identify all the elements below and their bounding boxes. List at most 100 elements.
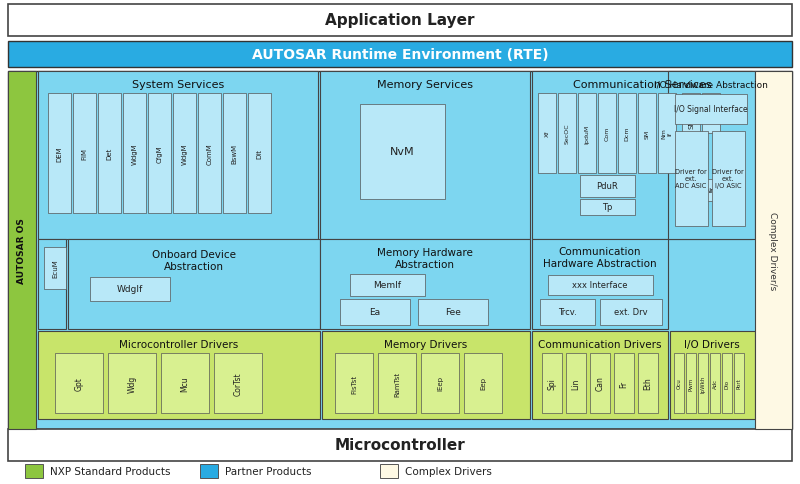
Bar bbox=[8, 72, 36, 429]
Text: MemIf: MemIf bbox=[373, 281, 401, 290]
Bar bbox=[532, 240, 668, 329]
Text: Dit: Dit bbox=[257, 149, 262, 159]
Text: AUTOSAR OS: AUTOSAR OS bbox=[18, 218, 26, 283]
Bar bbox=[248, 94, 271, 213]
Text: CorTst: CorTst bbox=[234, 371, 242, 395]
Text: SecOC: SecOC bbox=[565, 123, 570, 144]
Text: Ea: Ea bbox=[370, 308, 381, 317]
Text: Trcv.: Trcv. bbox=[558, 308, 576, 317]
Text: WdgIf: WdgIf bbox=[117, 285, 143, 294]
Bar bbox=[214, 353, 262, 413]
Text: NvM: NvM bbox=[390, 147, 414, 157]
Text: Complex Drivers: Complex Drivers bbox=[405, 466, 492, 476]
Bar bbox=[360, 105, 445, 199]
Bar bbox=[675, 95, 747, 125]
Text: Tp: Tp bbox=[602, 203, 612, 212]
Bar bbox=[38, 72, 318, 240]
Text: I/O Hardware Abstraction: I/O Hardware Abstraction bbox=[654, 80, 768, 90]
Bar bbox=[682, 94, 700, 154]
Bar bbox=[580, 199, 635, 215]
Text: Memory Drivers: Memory Drivers bbox=[384, 339, 468, 349]
Bar bbox=[638, 353, 658, 413]
Bar bbox=[335, 353, 373, 413]
Text: ComM: ComM bbox=[206, 143, 213, 165]
Bar bbox=[68, 240, 320, 329]
Text: Dcm: Dcm bbox=[625, 126, 630, 141]
Text: DEM: DEM bbox=[57, 146, 62, 162]
Text: Microcontroller Drivers: Microcontroller Drivers bbox=[119, 339, 238, 349]
Bar bbox=[532, 72, 752, 240]
Text: Driver for
ext.
ADC ASIC: Driver for ext. ADC ASIC bbox=[675, 168, 707, 189]
Text: Nm
If: Nm If bbox=[662, 128, 672, 139]
Text: IpWkh: IpWkh bbox=[701, 375, 706, 392]
Bar bbox=[320, 72, 530, 240]
Text: Gpt: Gpt bbox=[74, 376, 83, 390]
Text: IpduM: IpduM bbox=[585, 124, 590, 143]
Bar bbox=[198, 94, 221, 213]
Text: Nm: Nm bbox=[705, 188, 717, 194]
Text: Adc: Adc bbox=[713, 378, 718, 388]
Bar bbox=[548, 275, 653, 295]
Text: Port: Port bbox=[737, 378, 742, 389]
Text: Driver for
ext.
I/O ASIC: Driver for ext. I/O ASIC bbox=[712, 168, 744, 189]
Bar bbox=[320, 240, 530, 329]
Text: Det: Det bbox=[106, 148, 113, 160]
Text: Eep: Eep bbox=[480, 377, 486, 390]
Text: FlsTst: FlsTst bbox=[351, 374, 357, 393]
Bar bbox=[200, 464, 218, 478]
Bar bbox=[614, 353, 634, 413]
Text: Xf: Xf bbox=[545, 131, 550, 137]
Bar bbox=[702, 94, 720, 134]
Bar bbox=[340, 300, 410, 325]
Bar bbox=[538, 94, 556, 174]
Bar bbox=[55, 353, 103, 413]
Bar bbox=[722, 353, 732, 413]
Bar bbox=[600, 300, 662, 325]
Bar bbox=[223, 94, 246, 213]
Text: Dio: Dio bbox=[725, 378, 730, 388]
Bar bbox=[38, 332, 320, 419]
Text: Communication Services: Communication Services bbox=[573, 80, 711, 90]
Text: Abstraction: Abstraction bbox=[164, 261, 224, 272]
Text: WdgM: WdgM bbox=[131, 143, 138, 165]
Text: I/O Drivers: I/O Drivers bbox=[684, 339, 740, 349]
Text: SM: SM bbox=[645, 129, 650, 138]
Bar bbox=[73, 94, 96, 213]
Bar bbox=[98, 94, 121, 213]
Text: Application Layer: Application Layer bbox=[326, 14, 474, 29]
Text: BswM: BswM bbox=[231, 144, 238, 164]
Bar bbox=[8, 72, 792, 429]
Text: Microcontroller: Microcontroller bbox=[334, 438, 466, 453]
Bar bbox=[108, 353, 156, 413]
Text: Fr: Fr bbox=[619, 379, 629, 387]
Text: System Services: System Services bbox=[132, 80, 224, 90]
Text: NXP Standard Products: NXP Standard Products bbox=[50, 466, 170, 476]
Bar bbox=[123, 94, 146, 213]
Text: Ocu: Ocu bbox=[677, 378, 682, 389]
Bar bbox=[598, 94, 616, 174]
Bar bbox=[173, 94, 196, 213]
Bar bbox=[542, 353, 562, 413]
Bar bbox=[421, 353, 459, 413]
Text: Partner Products: Partner Products bbox=[225, 466, 311, 476]
Text: Memory Hardware: Memory Hardware bbox=[377, 247, 473, 257]
Text: Abstraction: Abstraction bbox=[395, 259, 455, 270]
Text: WdgM: WdgM bbox=[182, 143, 187, 165]
Text: Complex Driver/s: Complex Driver/s bbox=[769, 212, 778, 289]
Text: CfgM: CfgM bbox=[157, 145, 162, 163]
Bar bbox=[8, 5, 792, 37]
Bar bbox=[90, 277, 170, 302]
Bar bbox=[755, 72, 792, 429]
Bar bbox=[618, 94, 636, 174]
Bar bbox=[674, 353, 684, 413]
Bar bbox=[566, 353, 586, 413]
Text: AUTOSAR Runtime Environment (RTE): AUTOSAR Runtime Environment (RTE) bbox=[252, 48, 548, 62]
Text: Communication: Communication bbox=[558, 246, 642, 257]
Text: Pwm: Pwm bbox=[689, 377, 694, 390]
Bar bbox=[350, 274, 425, 296]
Bar bbox=[710, 353, 720, 413]
Text: Eth: Eth bbox=[643, 377, 653, 390]
Text: Fee: Fee bbox=[445, 308, 461, 317]
Bar bbox=[670, 332, 755, 419]
Text: EcuM: EcuM bbox=[52, 259, 58, 278]
